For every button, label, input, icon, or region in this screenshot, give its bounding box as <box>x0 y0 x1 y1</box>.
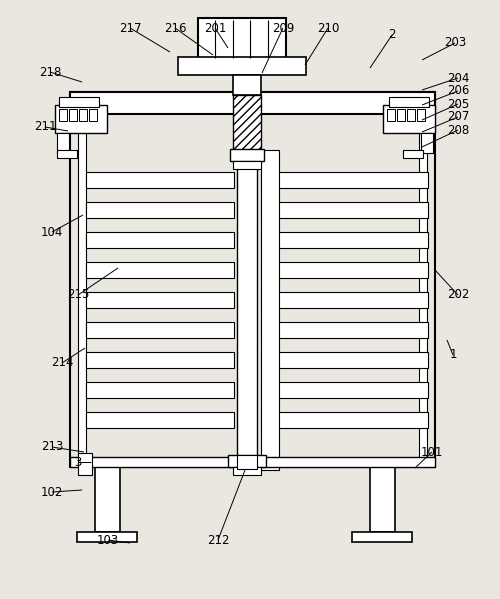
Text: 210: 210 <box>317 22 339 35</box>
Text: 103: 103 <box>97 534 119 546</box>
Text: 204: 204 <box>447 71 469 84</box>
Bar <box>403 150 423 158</box>
Bar <box>370 467 395 532</box>
Bar <box>387 109 395 121</box>
Text: 3: 3 <box>74 455 82 468</box>
Bar <box>86 262 234 278</box>
Bar <box>59 97 99 107</box>
Bar <box>178 57 306 75</box>
Bar <box>86 322 234 338</box>
Bar <box>421 133 433 153</box>
Bar <box>198 18 286 60</box>
Bar <box>57 133 69 153</box>
Bar <box>70 457 435 467</box>
Bar <box>352 532 412 542</box>
Bar <box>78 453 92 475</box>
Text: 214: 214 <box>51 356 73 370</box>
Text: 1: 1 <box>449 349 457 362</box>
Text: 206: 206 <box>447 84 469 98</box>
Text: 212: 212 <box>207 534 229 546</box>
Text: 203: 203 <box>444 37 466 50</box>
Bar <box>86 232 234 248</box>
Bar <box>261 262 428 278</box>
Bar <box>261 150 279 470</box>
Text: 205: 205 <box>447 98 469 110</box>
Bar <box>261 382 428 398</box>
Bar <box>86 292 234 308</box>
Text: 202: 202 <box>447 289 469 301</box>
Text: 207: 207 <box>447 110 469 123</box>
Bar <box>78 100 86 459</box>
Bar <box>86 172 234 188</box>
Bar <box>86 382 234 398</box>
Bar <box>237 455 257 469</box>
Bar <box>389 97 429 107</box>
Bar <box>70 92 435 114</box>
Bar <box>228 455 266 467</box>
Text: 2: 2 <box>388 29 396 41</box>
Bar <box>417 109 425 121</box>
Text: 201: 201 <box>204 22 226 35</box>
Text: 216: 216 <box>164 22 186 35</box>
Bar <box>69 109 77 121</box>
Bar <box>261 232 428 248</box>
Bar <box>59 109 67 121</box>
Bar <box>233 467 261 475</box>
Bar <box>86 202 234 218</box>
Bar <box>233 95 261 150</box>
Bar <box>95 467 120 532</box>
Bar <box>77 532 137 542</box>
Bar <box>55 105 107 133</box>
Text: 104: 104 <box>41 225 63 238</box>
Bar <box>233 161 261 169</box>
Bar <box>57 150 77 158</box>
Text: 211: 211 <box>34 120 56 134</box>
Bar <box>261 412 428 428</box>
Bar <box>261 202 428 218</box>
Bar <box>261 292 428 308</box>
Text: 213: 213 <box>41 440 63 453</box>
Bar <box>89 109 97 121</box>
Bar <box>237 92 257 467</box>
Text: 101: 101 <box>421 446 443 458</box>
Bar <box>397 109 405 121</box>
Bar <box>383 105 435 133</box>
Bar <box>407 109 415 121</box>
Text: 215: 215 <box>67 289 89 301</box>
Text: 208: 208 <box>447 123 469 137</box>
Text: 102: 102 <box>41 486 63 498</box>
Text: 218: 218 <box>39 65 61 78</box>
Bar <box>261 172 428 188</box>
Bar <box>233 75 261 95</box>
Bar <box>261 352 428 368</box>
Bar <box>419 100 427 459</box>
Bar <box>261 322 428 338</box>
Text: 217: 217 <box>119 22 142 35</box>
Bar <box>86 352 234 368</box>
Text: 209: 209 <box>272 22 294 35</box>
Bar <box>86 412 234 428</box>
Bar <box>70 92 435 467</box>
Bar <box>230 149 264 161</box>
Bar <box>79 109 87 121</box>
